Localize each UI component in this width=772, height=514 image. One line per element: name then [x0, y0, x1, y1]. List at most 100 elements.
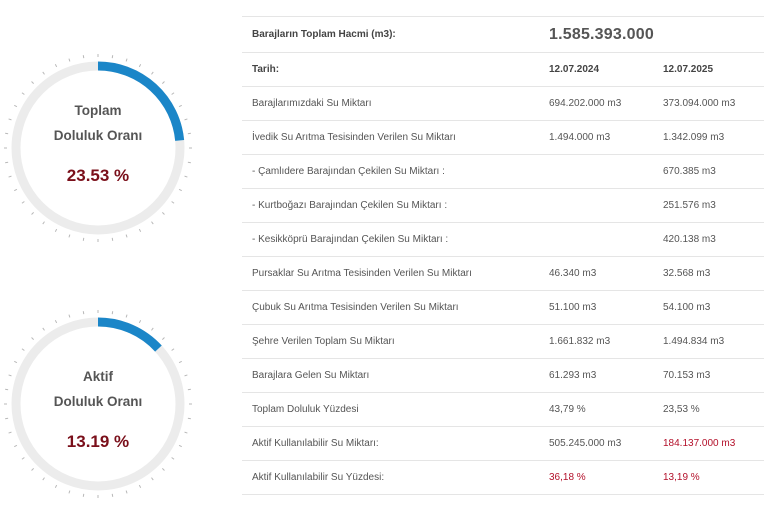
row-value-2024: 1.494.000 m3 [537, 120, 653, 155]
row-value-2025: 1.494.834 m3 [653, 324, 764, 359]
gauge-tick [21, 457, 25, 460]
gauge-tick [151, 71, 154, 75]
row-label: - Kesikköprü Barajından Çekilen Su Mikta… [242, 222, 537, 257]
row-value-2024: 505.245.000 m3 [537, 426, 653, 461]
gauge-tick [31, 211, 35, 215]
row-label: Çubuk Su Arıtma Tesisinden Verilen Su Mi… [242, 290, 537, 325]
active-fill-gauge-text: Aktif Doluluk Oranı 13.19 % [4, 364, 192, 452]
gauge-tick [68, 58, 71, 62]
gauge-tick [8, 118, 12, 121]
row-label: - Kurtboğazı Barajından Çekilen Su Mikta… [242, 188, 537, 223]
gauge-tick [14, 104, 18, 108]
total-fill-gauge-text: Toplam Doluluk Oranı 23.53 % [4, 98, 192, 186]
active-fill-gauge: Aktif Doluluk Oranı 13.19 % [4, 310, 192, 498]
total-fill-gauge-chart [4, 54, 192, 242]
gauge-tick [171, 92, 175, 95]
active-fill-gauge-chart [4, 310, 192, 498]
table-row: Aktif Kullanılabilir Su Miktarı: 505.245.… [242, 426, 764, 461]
gauge-tick [178, 444, 182, 448]
gauge-percent-value: 23.53 % [66, 166, 130, 185]
row-value-2024 [537, 222, 653, 257]
gauge-tick [151, 327, 154, 331]
table-row: Şehre Verilen Toplam Su Miktarı 1.661.832… [242, 324, 764, 359]
gauge-fill-arc [97, 317, 162, 352]
table-row: Aktif Kullanılabilir Su Yüzdesi: 36,18 % 1… [242, 460, 764, 495]
row-value-2025: 23,53 % [653, 392, 764, 427]
row-label: Barajların Toplam Hacmi (m3): [242, 16, 537, 53]
table-row: - Kesikköprü Barajından Çekilen Su Mikta… [242, 222, 764, 257]
gauge-fill-arc [97, 61, 185, 141]
row-label: Tarih: [242, 52, 537, 87]
row-value-2024 [537, 188, 653, 223]
gauge-tick [138, 320, 142, 324]
total-fill-gauge: Toplam Doluluk Oranı 23.53 % [4, 54, 192, 242]
row-label: İvedik Su Arıtma Tesisinden Verilen Su M… [242, 120, 537, 155]
gauge-tick [42, 221, 45, 225]
row-value-2024: 46.340 m3 [537, 256, 653, 291]
gauge-title-line1: Aktif [83, 369, 113, 384]
gauge-tick [161, 81, 165, 85]
gauge-tick [138, 484, 142, 488]
row-value-2025: 13,19 % [653, 460, 764, 495]
gauge-tick [178, 104, 182, 108]
row-value-2025: 54.100 m3 [653, 290, 764, 325]
gauge-title-line2: Doluluk Oranı [53, 394, 143, 409]
gauge-tick [21, 348, 25, 351]
row-value-2024: 43,79 % [537, 392, 653, 427]
row-value-2024: 61.293 m3 [537, 358, 653, 393]
row-value-2025: 32.568 m3 [653, 256, 764, 291]
gauge-tick [151, 221, 154, 225]
gauge-tick [125, 314, 128, 318]
gauge-tick [31, 337, 35, 341]
table-row: Barajlarımızdaki Su Miktarı 694.202.000 m… [242, 86, 764, 121]
row-label: - Çamlıdere Barajından Çekilen Su Miktar… [242, 154, 537, 189]
gauge-tick [14, 360, 18, 364]
row-value-2025: 70.153 m3 [653, 358, 764, 393]
gauge-tick [14, 188, 18, 192]
gauge-tick [42, 71, 45, 75]
dam-statistics-table: Barajların Toplam Hacmi (m3): 1.585.393.0… [242, 16, 764, 495]
gauge-tick [8, 374, 12, 377]
row-value-2024: 51.100 m3 [537, 290, 653, 325]
gauge-tick [138, 64, 142, 68]
gauge-tick [184, 175, 188, 178]
row-value-2025: 373.094.000 m3 [653, 86, 764, 121]
row-value-2025: 420.138 m3 [653, 222, 764, 257]
gauge-tick [171, 201, 175, 204]
gauge-tick [8, 175, 12, 178]
row-value-2024: 694.202.000 m3 [537, 86, 653, 121]
gauge-tick [138, 228, 142, 232]
gauge-tick [184, 118, 188, 121]
gauge-tick [31, 81, 35, 85]
table-row: - Kurtboğazı Barajından Çekilen Su Mikta… [242, 188, 764, 223]
gauge-tick [151, 477, 154, 481]
gauge-tick [184, 374, 188, 377]
gauge-tick [125, 490, 128, 494]
row-value-2025: 670.385 m3 [653, 154, 764, 189]
gauge-tick [171, 457, 175, 460]
gauge-title-line2: Doluluk Oranı [53, 128, 143, 143]
table-row: Toplam Doluluk Yüzdesi 43,79 % 23,53 % [242, 392, 764, 427]
table-row: Pursaklar Su Arıtma Tesisinden Verilen S… [242, 256, 764, 291]
table-row: Tarih: 12.07.2024 12.07.2025 [242, 52, 764, 87]
table-row: İvedik Su Arıtma Tesisinden Verilen Su M… [242, 120, 764, 155]
gauge-tick [68, 490, 71, 494]
row-value-2024: 1.585.393.000 [537, 16, 764, 53]
row-label: Barajlarımızdaki Su Miktarı [242, 86, 537, 121]
gauge-tick [184, 431, 188, 434]
gauge-tick [42, 477, 45, 481]
row-value-2024: 36,18 % [537, 460, 653, 495]
row-label: Şehre Verilen Toplam Su Miktarı [242, 324, 537, 359]
gauge-tick [125, 58, 128, 62]
gauge-tick [125, 234, 128, 238]
table-row: - Çamlıdere Barajından Çekilen Su Miktar… [242, 154, 764, 189]
table-row: Barajların Toplam Hacmi (m3): 1.585.393.0… [242, 16, 764, 53]
gauge-tick [54, 228, 58, 232]
gauge-tick [68, 234, 71, 238]
gauge-tick [8, 431, 12, 434]
row-label: Pursaklar Su Arıtma Tesisinden Verilen S… [242, 256, 537, 291]
gauge-tick [21, 201, 25, 204]
gauge-tick [161, 211, 165, 215]
gauge-tick [161, 467, 165, 471]
gauge-tick [14, 444, 18, 448]
